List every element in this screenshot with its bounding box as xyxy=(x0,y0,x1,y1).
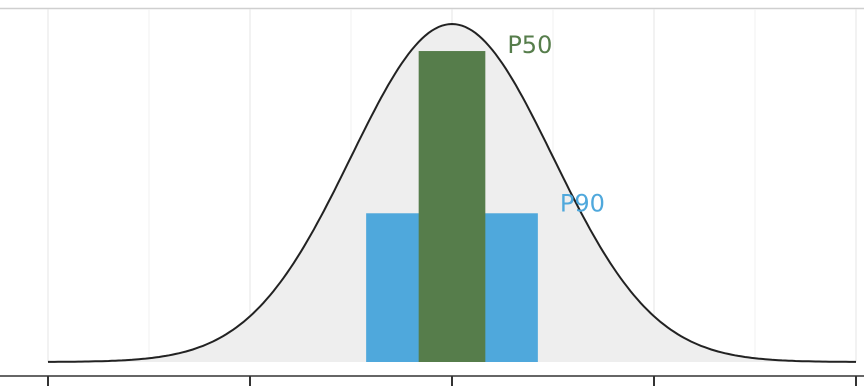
percentile-bars xyxy=(366,51,538,362)
x-axis-ticks xyxy=(47,376,857,386)
bar-p50 xyxy=(418,51,486,362)
distribution-curve xyxy=(48,22,856,363)
series-label-p50: P50 xyxy=(507,31,552,59)
series-label-p90: P90 xyxy=(560,189,605,217)
